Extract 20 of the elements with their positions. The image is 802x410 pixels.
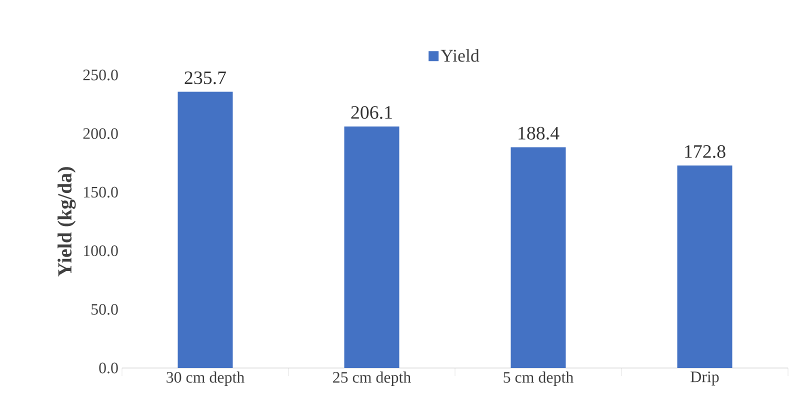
bar [178, 92, 233, 368]
y-tick-label: 100.0 [84, 245, 118, 256]
y-tick-label: 0.0 [99, 362, 118, 374]
data-label: 206.1 [351, 106, 392, 119]
x-tick-label: 5 cm depth [504, 372, 574, 386]
bar [510, 147, 566, 368]
data-label: 235.7 [184, 71, 226, 84]
bar [677, 165, 732, 368]
bar [344, 126, 400, 368]
legend-label: Yield [440, 49, 480, 62]
x-tick-label: 30 cm depth [166, 372, 244, 386]
data-label: 188.4 [518, 126, 560, 140]
y-axis-title: Yield (kg/da) [58, 167, 76, 276]
x-tick-label: 25 cm depth [333, 372, 411, 386]
data-label: 172.8 [685, 145, 726, 158]
y-tick-label: 200.0 [83, 128, 118, 140]
x-tick-label: Drip [690, 372, 719, 386]
y-tick-label: 50.0 [92, 304, 118, 315]
y-tick-label: 150.0 [84, 186, 118, 198]
y-tick-label: 250.0 [83, 70, 118, 80]
